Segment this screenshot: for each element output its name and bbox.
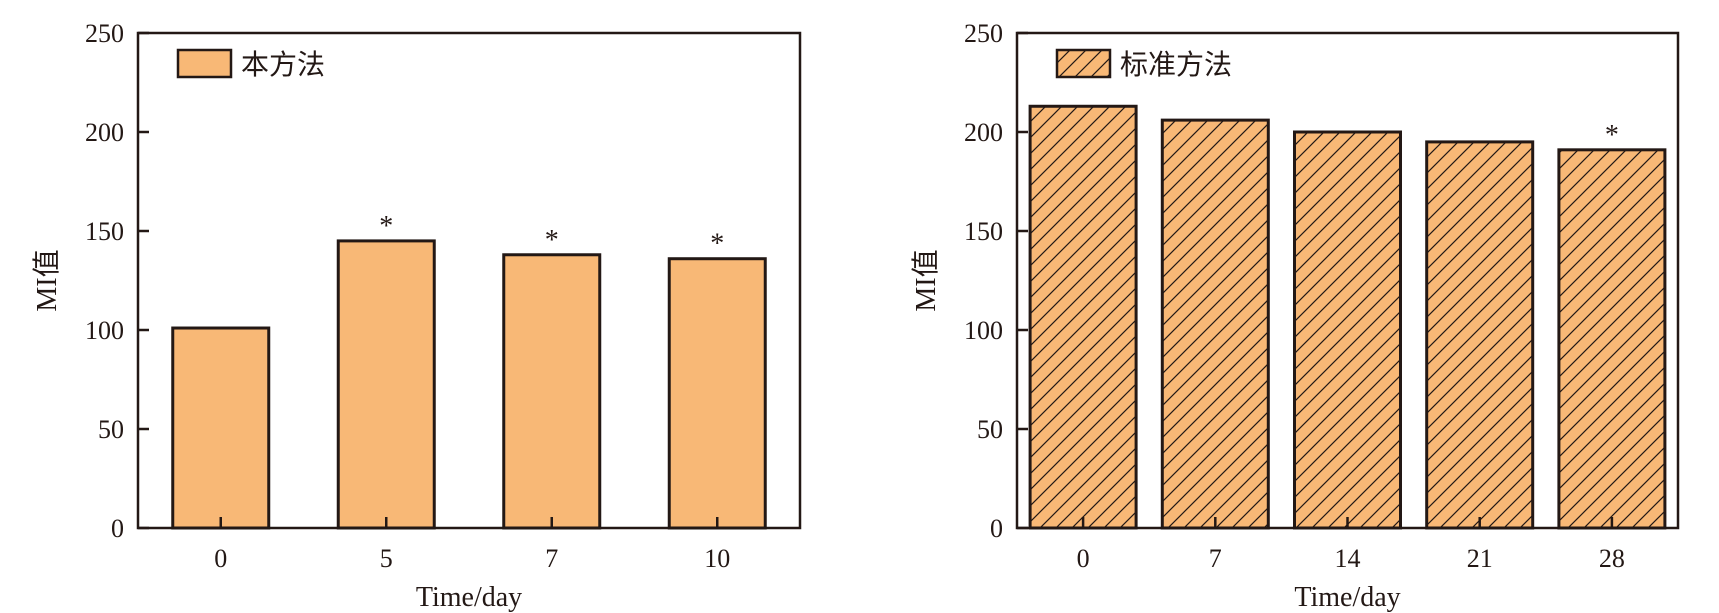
- y-tick-label: 250: [964, 19, 1003, 48]
- bar-7: [502, 253, 602, 530]
- x-tick-label: 7: [545, 544, 558, 573]
- y-tick-label: 100: [964, 316, 1003, 345]
- y-axis-label: MI值: [31, 249, 63, 311]
- bar-0: [1028, 104, 1138, 530]
- bar-28: [1557, 148, 1667, 530]
- x-tick-label: 28: [1599, 544, 1625, 573]
- bar-7: [1160, 118, 1270, 530]
- x-axis-label: Time/day: [416, 582, 522, 613]
- bar-0: [171, 326, 271, 530]
- bar-14: [1293, 130, 1402, 530]
- y-tick-label: 100: [85, 316, 124, 345]
- x-tick-label: 0: [1077, 544, 1090, 573]
- bar-10: [667, 257, 767, 530]
- x-tick-label: 5: [380, 544, 393, 573]
- x-tick-label: 10: [704, 544, 730, 573]
- significance-marker: *: [379, 211, 393, 242]
- chart-panel-1: 0 50 100 150 200 250 0 5 * 7 * 10 * Time/day MI值 本方法: [31, 19, 802, 613]
- x-tick-label: 21: [1467, 544, 1493, 573]
- x-tick-label: 0: [214, 544, 227, 573]
- legend-label: 本方法: [241, 49, 325, 81]
- y-tick-label: 200: [85, 118, 124, 147]
- y-tick-label: 150: [85, 217, 124, 246]
- chart-panel-2: 0 50 100 150 200 250 0 7 14 21 28 * Time/day MI值 标准方法: [910, 19, 1680, 613]
- x-tick-label: 7: [1209, 544, 1222, 573]
- y-tick-label: 0: [990, 514, 1003, 543]
- legend-swatch: [176, 48, 233, 79]
- y-tick-label: 150: [964, 217, 1003, 246]
- significance-marker: *: [1605, 120, 1619, 151]
- y-tick-label: 200: [964, 118, 1003, 147]
- bar-21: [1425, 140, 1535, 530]
- x-tick-label: 14: [1335, 544, 1361, 573]
- y-tick-label: 250: [85, 19, 124, 48]
- bar-5: [336, 239, 436, 530]
- x-axis-label: Time/day: [1294, 582, 1400, 613]
- significance-marker: *: [545, 225, 559, 256]
- legend-swatch: [1055, 48, 1112, 79]
- legend-label: 标准方法: [1120, 49, 1232, 81]
- y-axis-label: MI值: [910, 249, 942, 311]
- significance-marker: *: [710, 229, 724, 260]
- y-tick-label: 50: [977, 415, 1003, 444]
- y-tick-label: 0: [111, 514, 124, 543]
- y-tick-label: 50: [98, 415, 124, 444]
- plot-frame: [136, 31, 802, 530]
